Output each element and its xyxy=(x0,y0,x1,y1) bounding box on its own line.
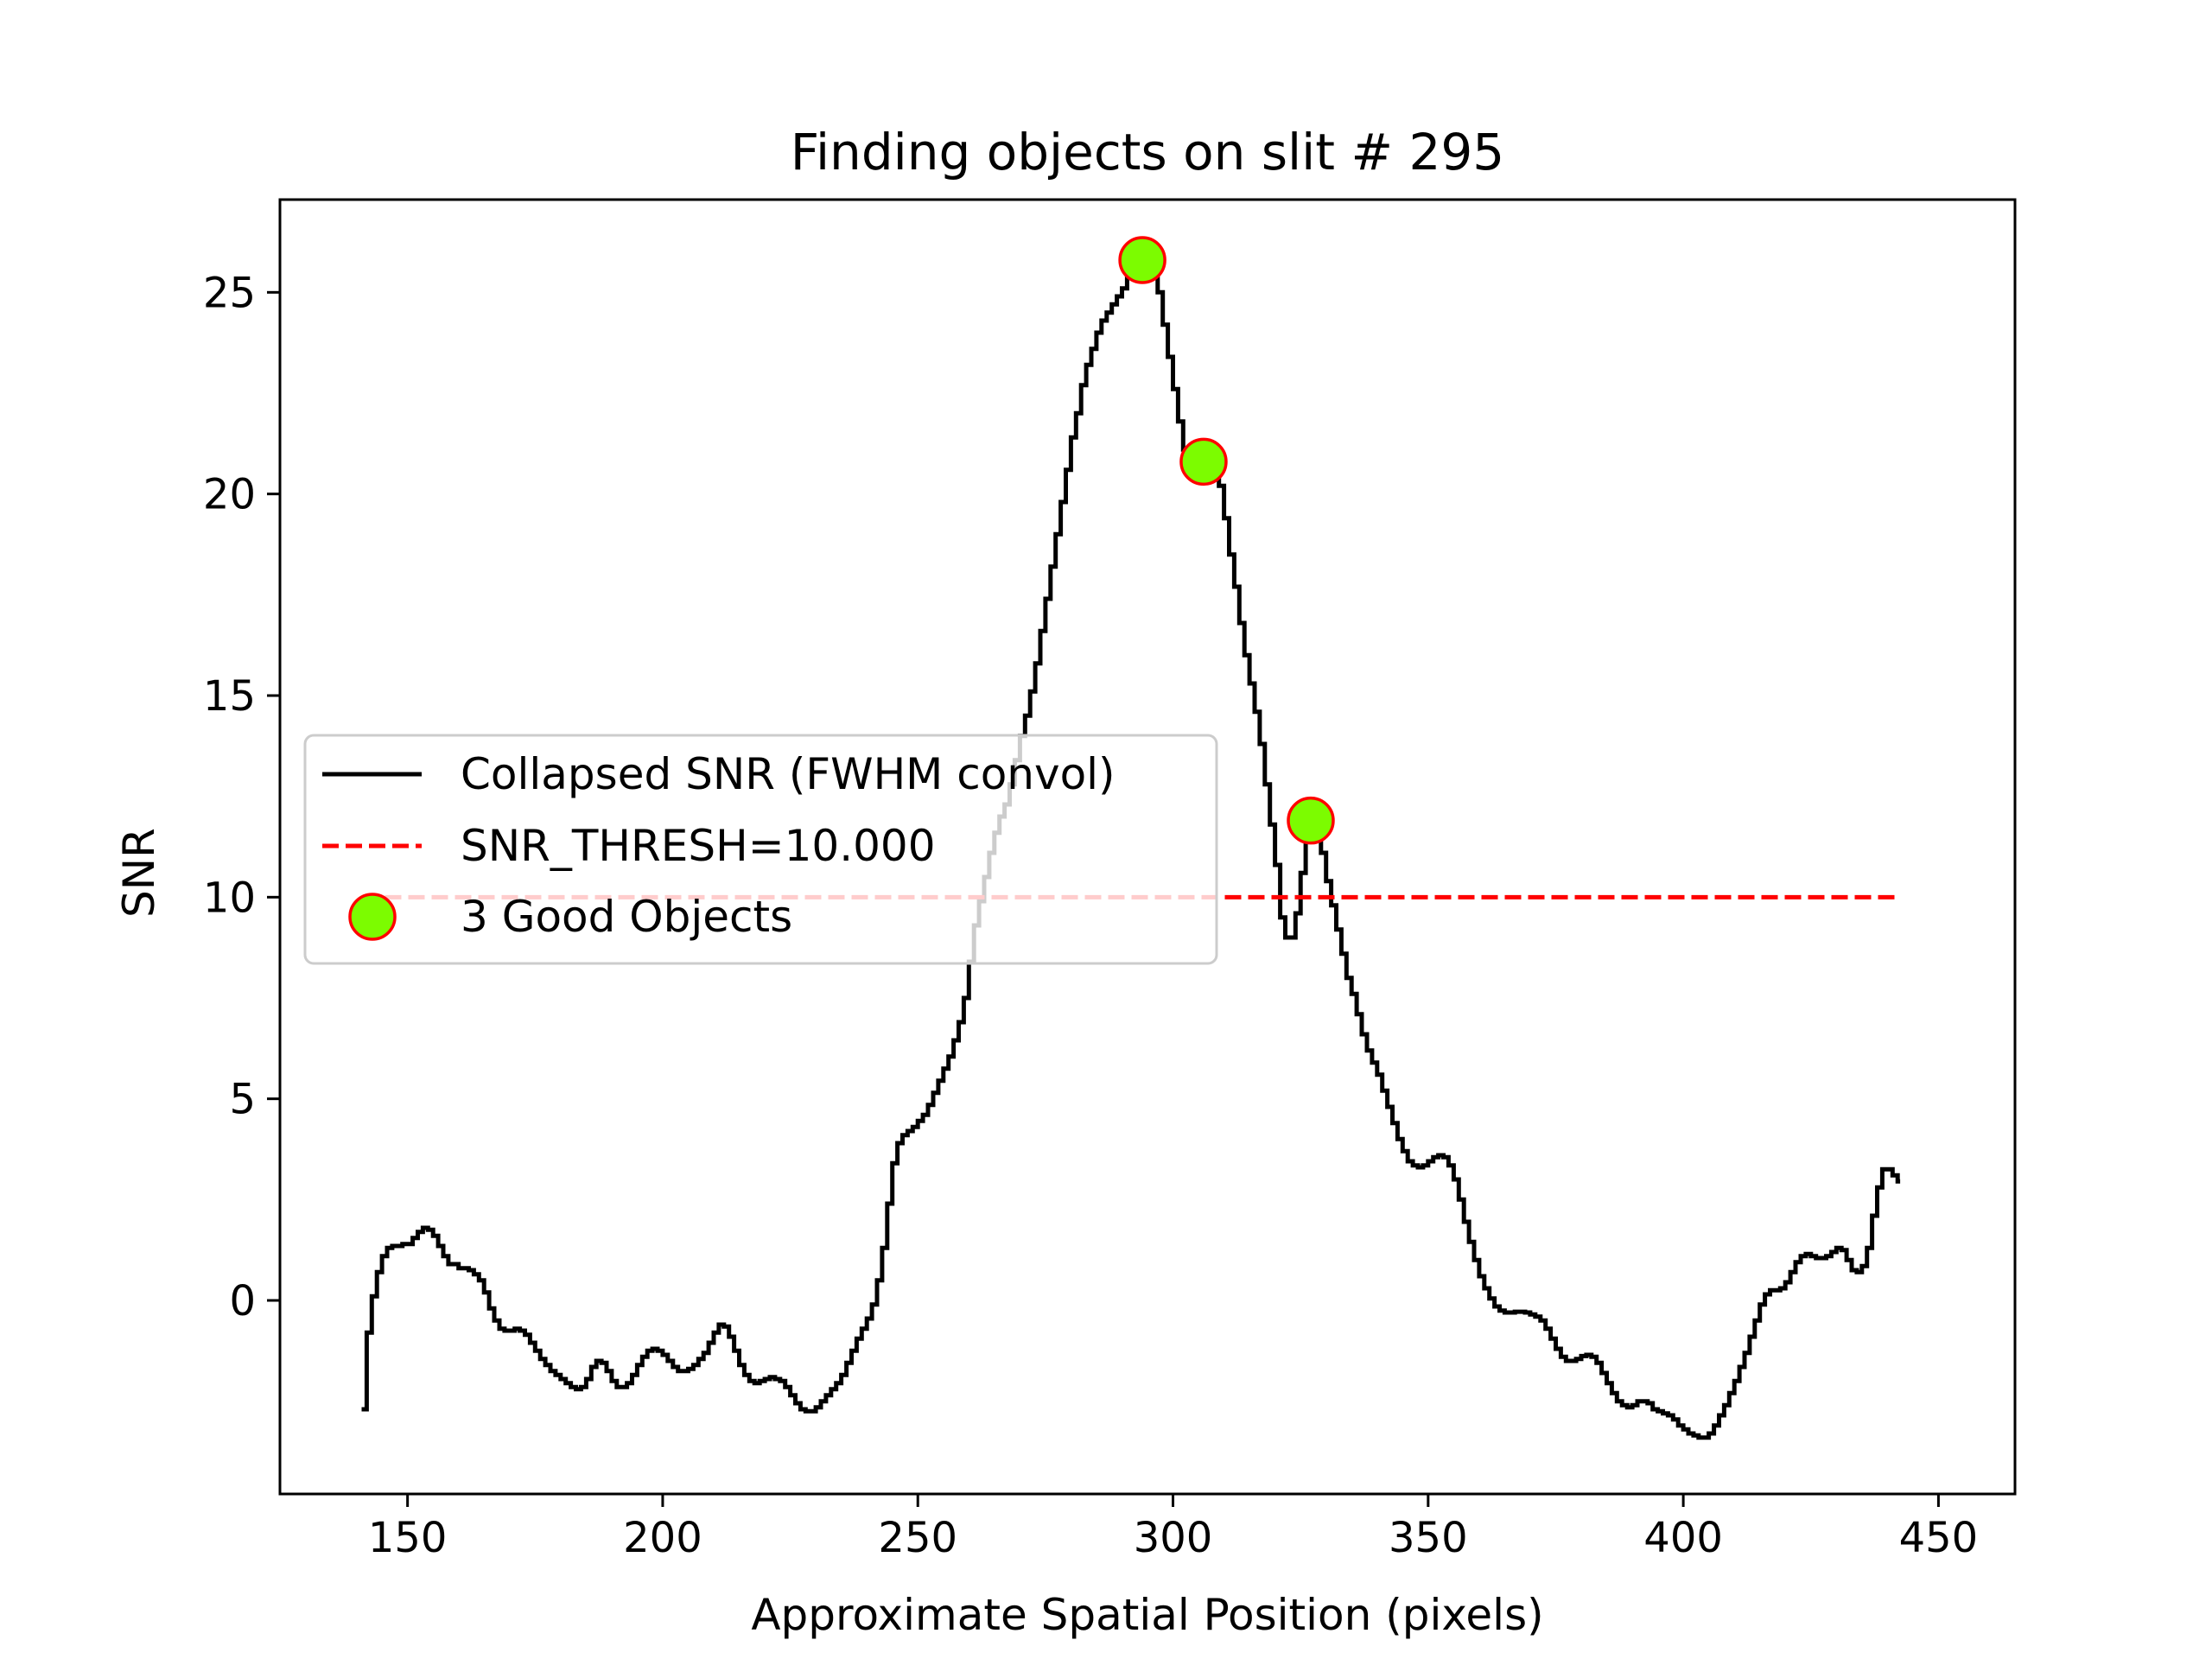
legend-label-thresh: SNR_THRESH=10.000 xyxy=(461,821,936,871)
y-tick-label: 0 xyxy=(229,1277,256,1325)
x-tick-label: 150 xyxy=(368,1514,448,1562)
x-tick-label: 300 xyxy=(1134,1514,1213,1562)
object-marker-1 xyxy=(1118,236,1166,284)
x-tick-label: 350 xyxy=(1389,1514,1468,1562)
x-axis: 150 200 250 300 350 400 450 xyxy=(368,1494,1978,1562)
x-tick-label: 250 xyxy=(878,1514,957,1562)
y-tick-label: 15 xyxy=(203,672,256,721)
plot-frame xyxy=(278,198,2017,1496)
legend-box xyxy=(303,734,1218,965)
y-tick-label: 20 xyxy=(203,471,256,519)
legend-label-objects: 3 Good Objects xyxy=(461,892,792,942)
legend: Collapsed SNR (FWHM convol) SNR_THRESH=1… xyxy=(303,734,1218,965)
x-tick-label: 450 xyxy=(1899,1514,1979,1562)
legend-label-snr: Collapsed SNR (FWHM convol) xyxy=(461,749,1116,799)
y-axis-label: SNR xyxy=(114,828,164,918)
y-tick-label: 10 xyxy=(203,874,256,922)
object-marker-2 xyxy=(1179,437,1228,486)
y-tick-label: 25 xyxy=(203,269,256,317)
y-axis: 0 5 10 15 20 25 xyxy=(203,269,280,1325)
chart-title: Finding objects on slit # 295 xyxy=(791,123,1504,181)
x-tick-label: 400 xyxy=(1643,1514,1723,1562)
object-markers xyxy=(1118,236,1335,845)
x-tick-label: 200 xyxy=(623,1514,702,1562)
y-tick-label: 5 xyxy=(229,1076,256,1124)
x-axis-label: Approximate Spatial Position (pixels) xyxy=(751,1590,1543,1640)
object-marker-3 xyxy=(1287,796,1335,845)
legend-marker-swatch xyxy=(348,893,397,941)
